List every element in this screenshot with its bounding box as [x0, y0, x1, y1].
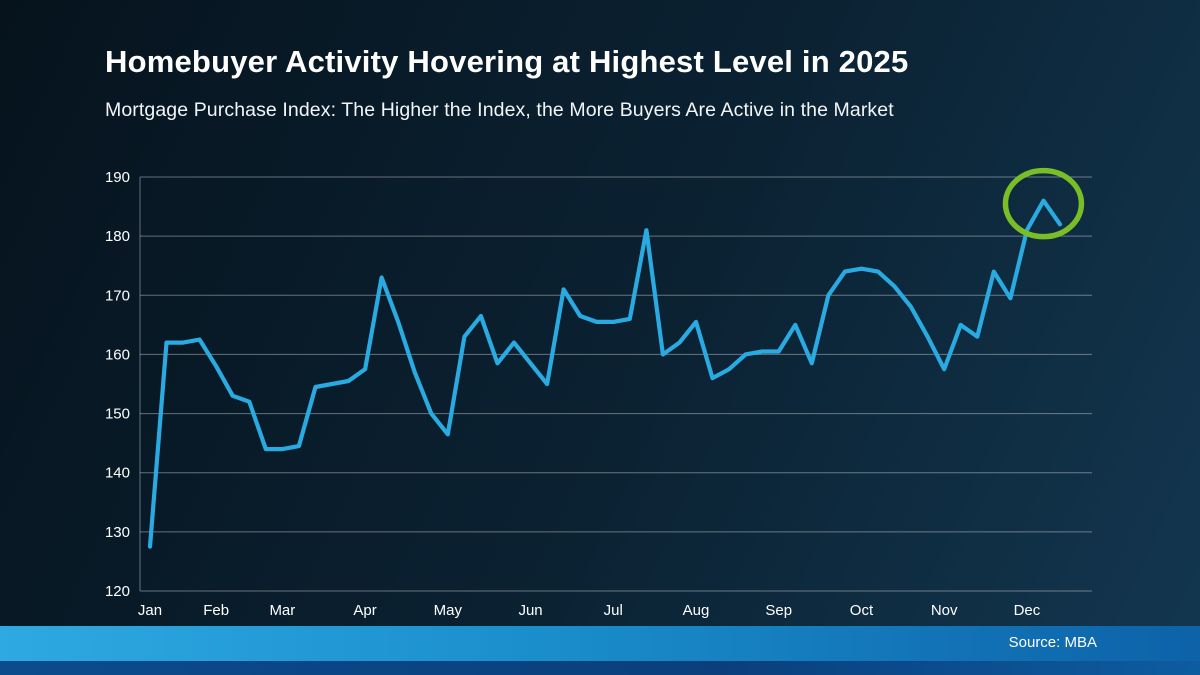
- x-tick-label-aug: Aug: [683, 602, 710, 619]
- x-tick-label-jun: Jun: [518, 602, 542, 619]
- x-tick-label-jan: Jan: [138, 602, 162, 619]
- x-tick-label-apr: Apr: [353, 602, 376, 619]
- y-tick-label: 160: [105, 346, 130, 363]
- x-tick-label-mar: Mar: [269, 602, 295, 619]
- x-tick-label-jul: Jul: [604, 602, 623, 619]
- purchase-index-line: [147, 198, 1063, 549]
- y-tick-label: 130: [105, 524, 130, 541]
- footer-bar: Source: MBA: [0, 626, 1200, 675]
- y-tick-label: 140: [105, 465, 130, 482]
- y-tick-label: 180: [105, 228, 130, 245]
- x-tick-label-feb: Feb: [203, 602, 229, 619]
- x-tick-label-dec: Dec: [1014, 602, 1041, 619]
- y-tick-label: 120: [105, 583, 130, 600]
- chart-subtitle: Mortgage Purchase Index: The Higher the …: [105, 99, 894, 121]
- highlight-circle: [1002, 167, 1085, 240]
- footer-gradient-band: [0, 626, 1200, 661]
- x-tick-label-may: May: [434, 602, 463, 619]
- x-tick-label-oct: Oct: [850, 602, 874, 619]
- x-tick-label-nov: Nov: [931, 602, 958, 619]
- x-tick-label-sep: Sep: [765, 602, 792, 619]
- source-label: Source: MBA: [1008, 634, 1097, 651]
- chart-title: Homebuyer Activity Hovering at Highest L…: [105, 44, 909, 79]
- y-tick-label: 150: [105, 406, 130, 423]
- y-tick-label: 190: [105, 169, 130, 186]
- y-tick-label: 170: [105, 287, 130, 304]
- footer-accent-band: [0, 661, 1200, 675]
